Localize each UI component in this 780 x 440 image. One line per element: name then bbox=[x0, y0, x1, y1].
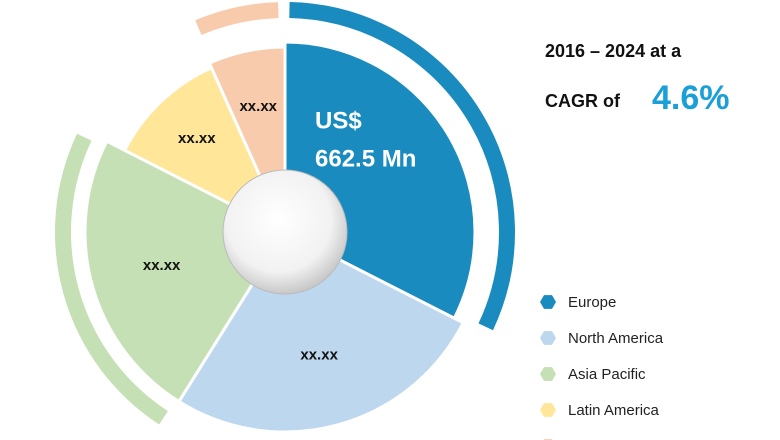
slice-label: xx.xx bbox=[300, 346, 338, 363]
legend-marker bbox=[540, 331, 556, 345]
outer-arc bbox=[289, 2, 515, 331]
slice-label: xx.xx bbox=[143, 257, 181, 274]
market-size: 662.5 Mn bbox=[315, 145, 416, 172]
slice-label: xx.xx bbox=[178, 130, 216, 147]
legend: Europe North America Asia Pacific Latin Ame… bbox=[540, 294, 703, 440]
pie-slice bbox=[176, 230, 466, 434]
pie-slice bbox=[83, 139, 288, 404]
legend-label: Latin America bbox=[568, 402, 660, 419]
legend-marker bbox=[540, 403, 556, 417]
legend-label: Asia Pacific bbox=[568, 366, 646, 383]
market-size: US$ bbox=[315, 107, 362, 134]
cagr-value: 4.6% bbox=[652, 79, 730, 117]
slice-label: xx.xx bbox=[239, 98, 277, 115]
legend-marker bbox=[540, 367, 556, 381]
legend-marker bbox=[540, 295, 556, 309]
legend-label: Europe bbox=[568, 294, 616, 311]
outer-arc bbox=[55, 133, 168, 425]
caption-line: CAGR of bbox=[545, 91, 621, 111]
legend-label: North America bbox=[568, 330, 664, 347]
center-hole bbox=[222, 169, 348, 295]
legend-label: Middle East & Africa bbox=[568, 438, 703, 440]
caption-line: 2016 – 2024 at a bbox=[545, 41, 682, 61]
outer-arc bbox=[195, 2, 279, 36]
